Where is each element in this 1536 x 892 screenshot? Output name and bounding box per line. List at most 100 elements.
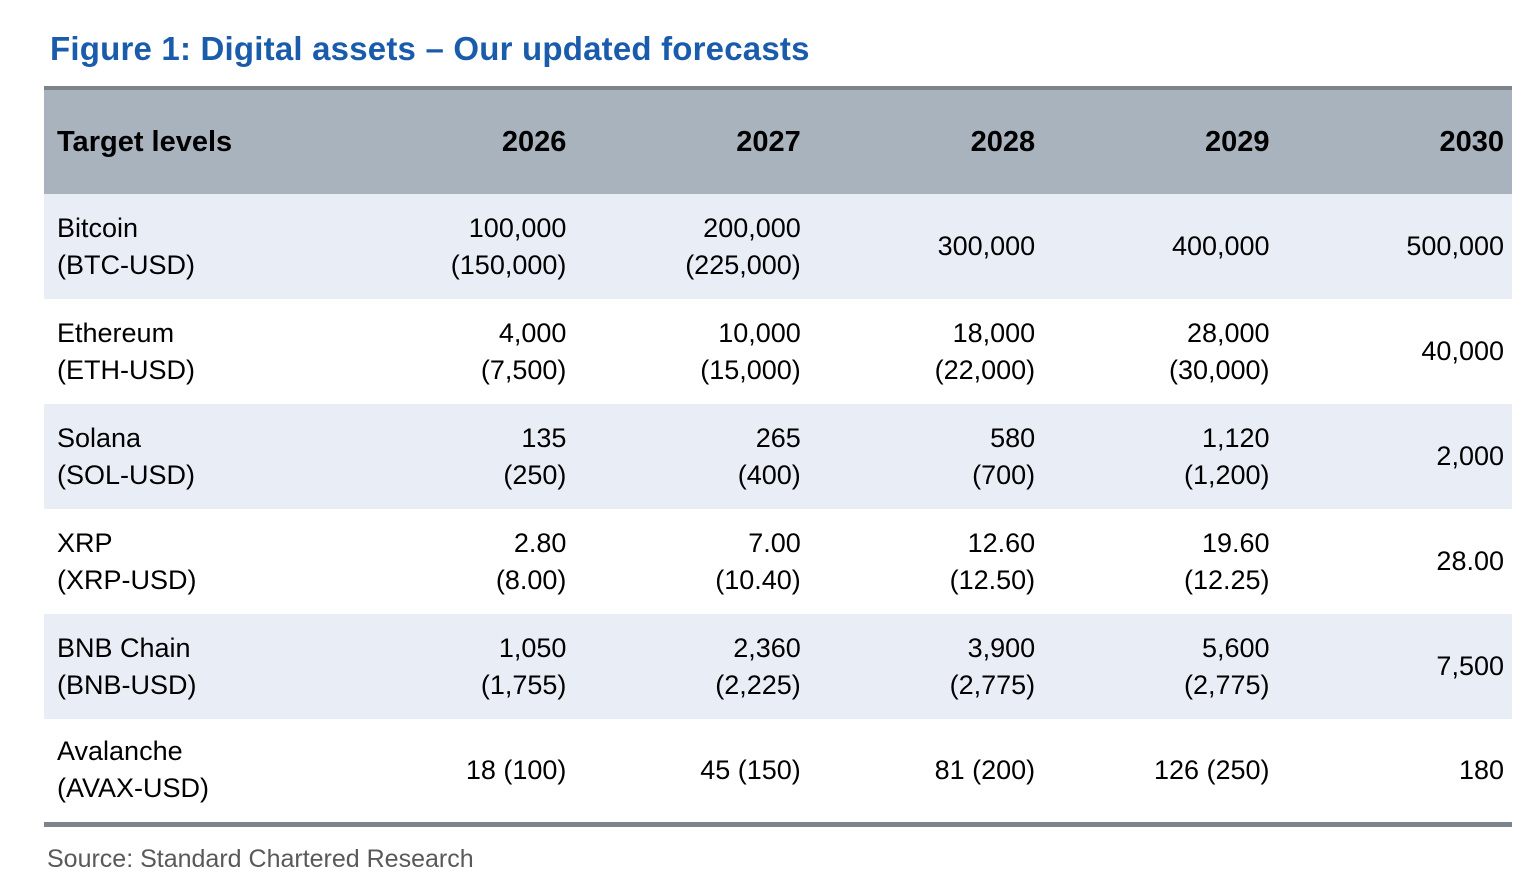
forecast-value: 28.00 xyxy=(1436,546,1504,576)
forecast-value: 135 xyxy=(521,422,567,453)
forecast-cell: 126 (250) xyxy=(1043,719,1277,824)
forecast-value: 4,000 xyxy=(498,317,567,348)
previous-forecast-value: (400) xyxy=(737,459,801,490)
forecast-cell: 300,000 xyxy=(809,194,1043,299)
forecast-cell: 40,000 xyxy=(1278,299,1512,404)
previous-forecast-value: (12.25) xyxy=(1184,564,1270,595)
forecast-cell: 45 (150) xyxy=(574,719,808,824)
forecast-value: 180 xyxy=(1458,754,1504,785)
forecast-cell: 28.00 xyxy=(1278,509,1512,614)
forecast-value: 45 (150) xyxy=(700,754,801,785)
previous-forecast-value: (8.00) xyxy=(495,564,567,595)
forecast-cell: 18,000 (22,000) xyxy=(809,299,1043,404)
forecast-value: 28,000 xyxy=(1186,317,1270,348)
asset-cell: Avalanche (AVAX-USD) xyxy=(44,719,340,824)
forecast-value: 265 xyxy=(755,422,801,453)
forecast-value: 126 (250) xyxy=(1153,754,1270,785)
forecast-value: 2,000 xyxy=(1436,441,1504,471)
forecast-cell: 28,000 (30,000) xyxy=(1043,299,1277,404)
forecast-value: 200,000 xyxy=(703,212,801,243)
asset-name: Bitcoin xyxy=(57,212,139,243)
asset-name: Ethereum xyxy=(57,317,175,348)
forecast-value: 2.80 xyxy=(513,527,567,558)
forecast-value: 18 (100) xyxy=(465,754,567,785)
forecast-cell: 7.00 (10.40) xyxy=(574,509,808,614)
previous-forecast-value: (7,500) xyxy=(480,354,567,385)
forecast-cell: 81 (200) xyxy=(809,719,1043,824)
forecast-table: Target levels 2026 2027 2028 2029 2030 B… xyxy=(44,86,1512,827)
forecast-cell: 265 (400) xyxy=(574,404,808,509)
asset-cell: Bitcoin (BTC-USD) xyxy=(44,194,340,299)
forecast-value: 10,000 xyxy=(718,317,801,348)
table-row: Solana (SOL-USD) 135 (250) 265 (400) 580… xyxy=(44,404,1512,509)
source-note: Source: Standard Chartered Research xyxy=(47,845,474,873)
previous-forecast-value: (12.50) xyxy=(949,564,1036,595)
column-header-2030: 2030 xyxy=(1439,125,1504,158)
forecast-value: 18,000 xyxy=(952,317,1036,348)
column-header-2027: 2027 xyxy=(736,125,801,158)
previous-forecast-value: (22,000) xyxy=(934,354,1036,385)
previous-forecast-value: (10.40) xyxy=(715,564,801,595)
forecast-value: 19.60 xyxy=(1201,527,1270,558)
forecast-cell: 1,120 (1,200) xyxy=(1043,404,1277,509)
forecast-cell: 1,050 (1,755) xyxy=(340,614,574,719)
column-header-2026: 2026 xyxy=(501,125,567,158)
asset-ticker: (AVAX-USD) xyxy=(57,773,210,804)
forecast-value: 500,000 xyxy=(1406,231,1504,261)
forecast-cell: 7,500 xyxy=(1278,614,1512,719)
column-header-2028: 2028 xyxy=(970,125,1036,158)
asset-name: XRP xyxy=(57,527,113,558)
forecast-cell: 500,000 xyxy=(1278,194,1512,299)
forecast-value: 3,900 xyxy=(967,632,1036,663)
asset-cell: XRP (XRP-USD) xyxy=(44,509,340,614)
forecast-value: 5,600 xyxy=(1201,632,1270,663)
previous-forecast-value: (1,755) xyxy=(480,669,567,700)
forecast-cell: 580 (700) xyxy=(809,404,1043,509)
table-row: Avalanche (AVAX-USD) 18 (100) 45 (150) 8… xyxy=(44,719,1512,824)
forecast-value: 12.60 xyxy=(967,527,1036,558)
forecast-value: 100,000 xyxy=(468,212,567,243)
previous-forecast-value: (1,200) xyxy=(1184,459,1270,490)
forecast-value: 400,000 xyxy=(1171,231,1270,261)
table-row: Ethereum (ETH-USD) 4,000 (7,500) 10,000 … xyxy=(44,299,1512,404)
previous-forecast-value: (2,775) xyxy=(1184,669,1270,700)
table-row: Bitcoin (BTC-USD) 100,000 (150,000) 200,… xyxy=(44,194,1512,299)
forecast-cell: 100,000 (150,000) xyxy=(340,194,574,299)
figure-title: Figure 1: Digital assets – Our updated f… xyxy=(50,30,810,67)
asset-ticker: (BTC-USD) xyxy=(57,249,195,280)
asset-name: Avalanche xyxy=(57,736,183,767)
forecast-cell: 12.60 (12.50) xyxy=(809,509,1043,614)
asset-ticker: (SOL-USD) xyxy=(57,459,196,490)
previous-forecast-value: (700) xyxy=(972,459,1036,490)
forecast-cell: 18 (100) xyxy=(340,719,574,824)
asset-ticker: (XRP-USD) xyxy=(57,564,197,595)
forecast-value: 7,500 xyxy=(1436,651,1504,681)
asset-cell: Ethereum (ETH-USD) xyxy=(44,299,340,404)
header-row: Target levels 2026 2027 2028 2029 2030 xyxy=(44,88,1512,194)
previous-forecast-value: (15,000) xyxy=(700,354,801,385)
asset-ticker: (BNB-USD) xyxy=(57,669,197,700)
column-header-target-levels: Target levels xyxy=(57,125,233,158)
previous-forecast-value: (2,775) xyxy=(949,669,1036,700)
forecast-value: 1,050 xyxy=(498,632,567,663)
forecast-cell: 5,600 (2,775) xyxy=(1043,614,1277,719)
previous-forecast-value: (2,225) xyxy=(715,669,801,700)
forecast-cell: 10,000 (15,000) xyxy=(574,299,808,404)
previous-forecast-value: (250) xyxy=(503,459,567,490)
forecast-cell: 200,000 (225,000) xyxy=(574,194,808,299)
forecast-value: 81 (200) xyxy=(934,754,1036,785)
table-row: XRP (XRP-USD) 2.80 (8.00) 7.00 (10.40) 1… xyxy=(44,509,1512,614)
forecast-value: 300,000 xyxy=(937,231,1036,261)
forecast-cell: 2,000 xyxy=(1278,404,1512,509)
asset-name: BNB Chain xyxy=(57,632,191,663)
forecast-value: 580 xyxy=(990,422,1036,453)
forecast-value: 1,120 xyxy=(1201,422,1270,453)
previous-forecast-value: (30,000) xyxy=(1168,354,1270,385)
asset-ticker: (ETH-USD) xyxy=(57,354,195,385)
forecast-cell: 180 xyxy=(1278,719,1512,824)
forecast-cell: 4,000 (7,500) xyxy=(340,299,574,404)
forecast-cell: 19.60 (12.25) xyxy=(1043,509,1277,614)
forecast-cell: 3,900 (2,775) xyxy=(809,614,1043,719)
table-row: BNB Chain (BNB-USD) 1,050 (1,755) 2,360 … xyxy=(44,614,1512,719)
